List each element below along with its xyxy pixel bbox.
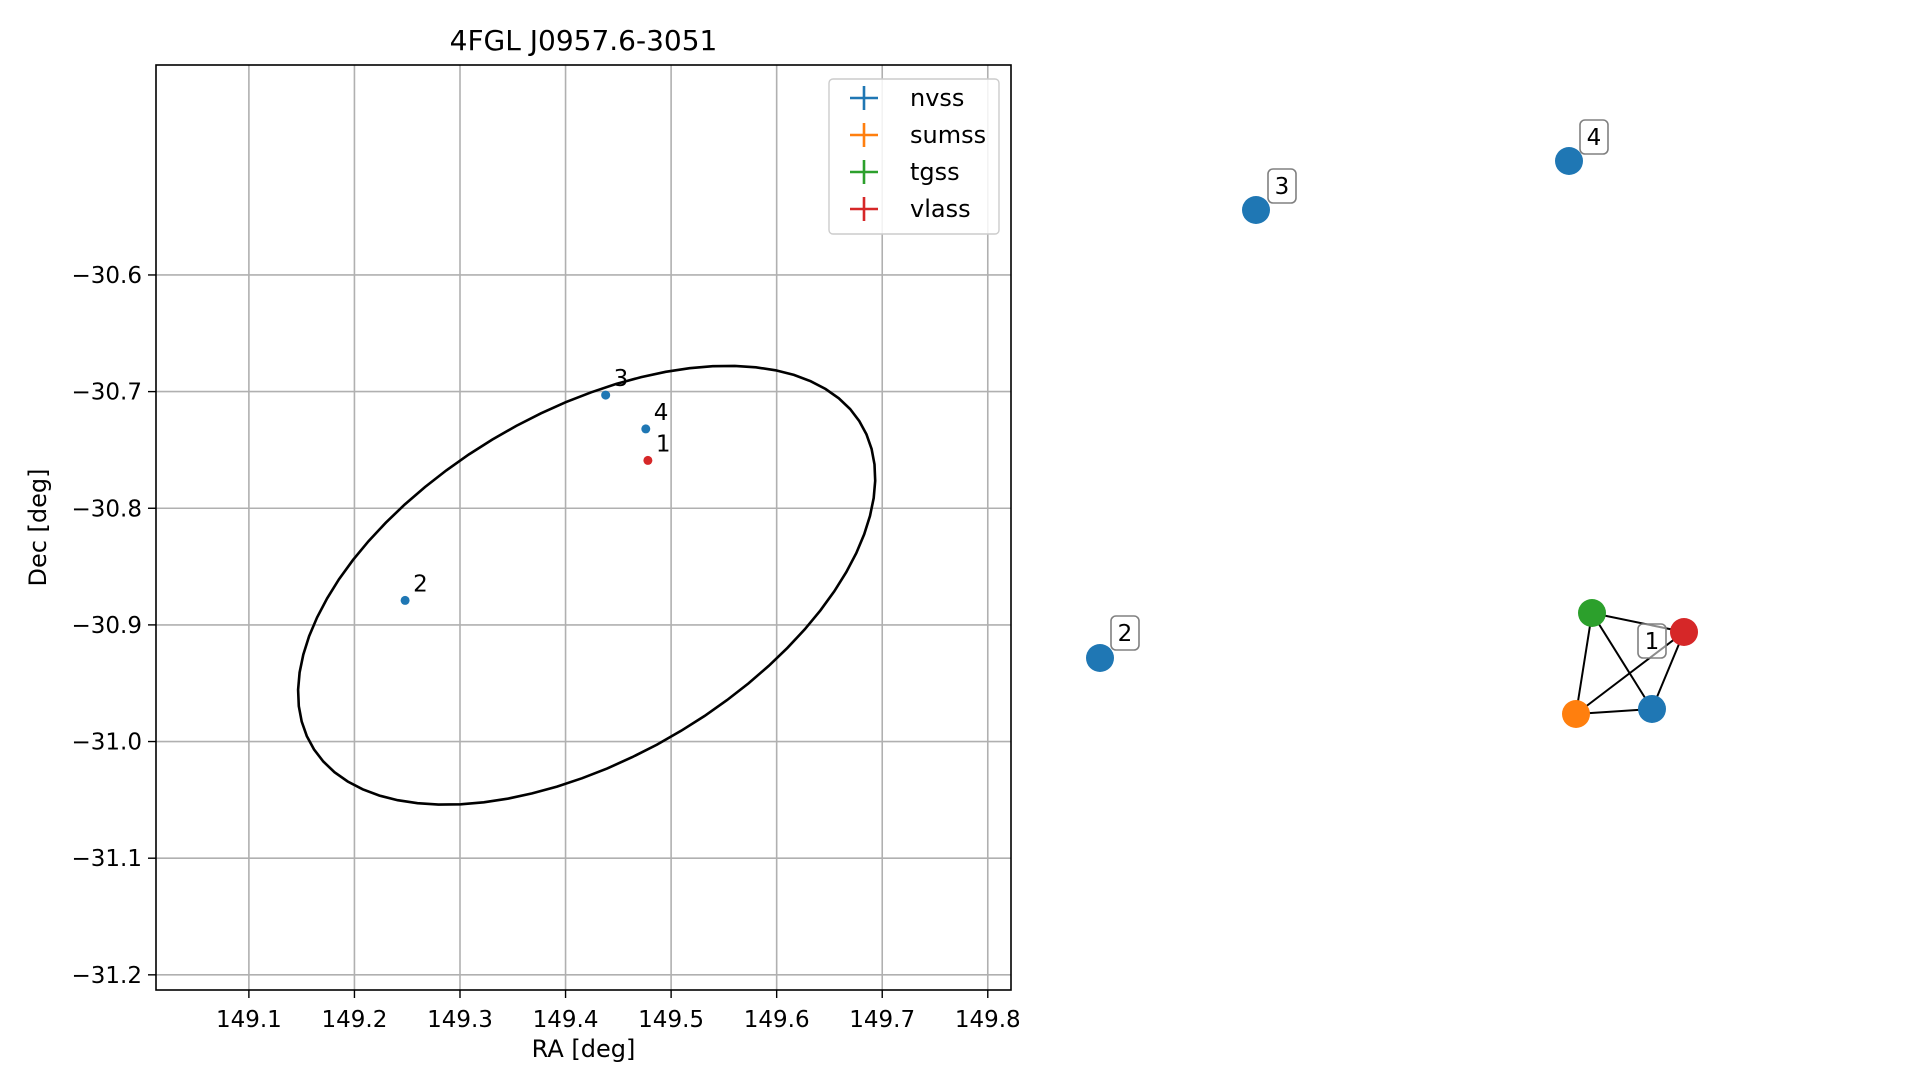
- y-tick-label: −30.9: [72, 613, 142, 639]
- network-node-tgss: [1578, 599, 1606, 627]
- network-node-label-2: 2: [1110, 615, 1140, 651]
- source-point-2: [400, 595, 410, 605]
- label-box: [1110, 615, 1140, 651]
- source-label-4: 4: [654, 400, 669, 426]
- network-node-label-3: 3: [1267, 168, 1297, 204]
- source-point-1: [643, 455, 653, 465]
- legend-entry-vlass: vlass: [850, 195, 971, 223]
- left-scatter-panel: 34 1 2 149.1 149.2 149.3 149.4 149.5 149.6 149.7…: [24, 24, 1021, 1063]
- y-tick-label: −30.6: [72, 263, 142, 289]
- source-point-3: [601, 390, 611, 400]
- legend-box: [828, 78, 1000, 235]
- source-point-4: [641, 424, 651, 434]
- y-axis-label: Dec [deg]: [24, 468, 52, 586]
- x-tick-label: 149.7: [849, 1007, 915, 1033]
- x-tick-label: 149.3: [427, 1007, 493, 1033]
- y-tick-label: −31.0: [72, 730, 142, 756]
- label-text: 3: [1275, 174, 1290, 200]
- y-tick-label: −30.7: [72, 380, 142, 406]
- network-edge: [1591, 612, 1653, 710]
- y-tick-label: −31.2: [72, 963, 142, 989]
- label-text: 1: [1645, 629, 1660, 655]
- network-node-n3: [1242, 196, 1270, 224]
- data-points-layer: 34 1 2: [400, 366, 671, 605]
- legend-entry-tgss: tgss: [850, 158, 960, 186]
- label-box: [1579, 119, 1609, 155]
- legend-label: tgss: [910, 158, 960, 186]
- x-tick-label: 149.4: [533, 1007, 599, 1033]
- network-node-sumss: [1562, 700, 1590, 728]
- chart-title: 4FGL J0957.6-3051: [450, 24, 718, 57]
- network-group-label-1: 1: [1637, 623, 1667, 659]
- legend-label: sumss: [910, 121, 986, 149]
- label-text: 4: [1587, 125, 1602, 151]
- localization-ellipse-layer: [296, 364, 877, 806]
- x-tick-label: 149.2: [322, 1007, 388, 1033]
- x-tick-label: 149.8: [955, 1007, 1021, 1033]
- x-axis-ticks: 149.1 149.2 149.3 149.4 149.5 149.6 149.7 149.8: [216, 990, 1021, 1033]
- network-node-n4: [1555, 147, 1583, 175]
- source-label-2: 2: [413, 571, 428, 597]
- network-node-nvss1: [1638, 695, 1666, 723]
- x-axis-label: RA [deg]: [532, 1035, 636, 1063]
- network-node-vlass: [1670, 618, 1698, 646]
- y-tick-label: −31.1: [72, 846, 142, 872]
- network-edge: [1591, 612, 1685, 633]
- legend-label: vlass: [910, 195, 971, 223]
- network-edge: [1575, 612, 1593, 715]
- x-tick-label: 149.5: [638, 1007, 704, 1033]
- source-label-3: 3: [614, 366, 629, 392]
- label-box: [1267, 168, 1297, 204]
- x-tick-label: 149.6: [744, 1007, 810, 1033]
- label-box: [1637, 623, 1667, 659]
- network-node-n2: [1086, 644, 1114, 672]
- legend: nvss sumss tgss vlass: [828, 78, 1000, 235]
- network-node-label-4: 4: [1579, 119, 1609, 155]
- legend-label: nvss: [910, 84, 964, 112]
- plot-frame: [155, 64, 1012, 991]
- right-network-panel: 3 4 2 1: [1086, 119, 1698, 728]
- legend-entry-sumss: sumss: [850, 121, 986, 149]
- legend-entry-nvss: nvss: [850, 84, 964, 112]
- x-tick-label: 149.1: [216, 1007, 282, 1033]
- label-text: 2: [1118, 621, 1133, 647]
- y-axis-ticks: −30.6 −30.7 −30.8 −30.9 −31.0 −31.1 −31.2: [72, 263, 156, 989]
- y-tick-label: −30.8: [72, 496, 142, 522]
- localization-ellipse: [296, 364, 877, 806]
- source-label-1: 1: [656, 431, 671, 457]
